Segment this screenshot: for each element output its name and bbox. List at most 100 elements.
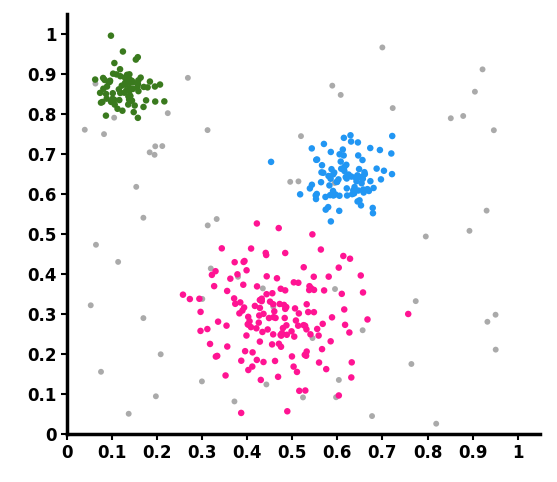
Point (110, 114, 119, 121)
Point (304, 308, 312, 316)
Point (245, 317, 254, 325)
Point (120, 89, 129, 96)
Point (355, 165, 364, 173)
Point (274, 224, 283, 232)
Point (369, 209, 378, 217)
Point (129, 79, 138, 86)
Point (339, 252, 348, 260)
Point (331, 190, 340, 198)
Point (113, 105, 122, 113)
Point (296, 132, 305, 140)
Point (334, 264, 343, 271)
Point (198, 295, 207, 303)
Point (108, 95, 117, 103)
Point (331, 393, 340, 401)
Point (262, 290, 271, 298)
Point (139, 83, 148, 91)
Point (150, 82, 159, 90)
Point (280, 301, 289, 309)
Point (340, 163, 349, 171)
Point (283, 407, 292, 415)
Point (125, 96, 134, 104)
Point (338, 290, 346, 298)
Point (311, 191, 320, 199)
Point (233, 273, 242, 281)
Point (206, 265, 215, 272)
Point (316, 178, 325, 186)
Point (350, 189, 359, 197)
Point (356, 272, 365, 280)
Point (112, 70, 121, 78)
Point (328, 82, 337, 90)
Point (291, 317, 300, 324)
Point (126, 76, 135, 84)
Point (358, 173, 367, 181)
Point (308, 230, 317, 238)
Point (351, 174, 360, 181)
Point (368, 412, 377, 420)
Point (255, 312, 263, 320)
Point (99, 85, 108, 93)
Point (223, 343, 232, 350)
Point (459, 112, 468, 120)
Point (281, 305, 290, 313)
Point (240, 257, 249, 265)
Point (116, 66, 125, 73)
Point (221, 372, 230, 379)
Point (407, 360, 416, 368)
Point (251, 302, 260, 310)
Point (316, 246, 325, 254)
Point (96, 89, 105, 97)
Point (294, 322, 302, 330)
Point (268, 331, 277, 338)
Point (378, 43, 387, 51)
Point (265, 314, 273, 322)
Point (128, 77, 136, 85)
Point (280, 314, 289, 322)
Point (358, 175, 367, 183)
Point (206, 340, 214, 348)
Point (163, 109, 172, 117)
Point (338, 146, 347, 153)
Point (290, 333, 299, 340)
Point (289, 279, 298, 286)
Point (252, 220, 261, 228)
Point (262, 272, 271, 280)
Point (110, 101, 119, 108)
Point (277, 343, 286, 350)
Point (207, 271, 216, 279)
Point (307, 145, 316, 152)
Point (335, 192, 344, 200)
Point (306, 331, 315, 338)
Point (126, 92, 135, 100)
Point (214, 318, 223, 325)
Point (326, 148, 335, 156)
Point (301, 322, 310, 330)
Point (335, 207, 344, 214)
Point (150, 151, 159, 159)
Point (330, 285, 339, 293)
Point (366, 177, 375, 185)
Point (145, 78, 154, 85)
Point (226, 275, 235, 282)
Point (185, 295, 194, 303)
Point (277, 332, 286, 339)
Point (222, 322, 231, 330)
Point (299, 394, 307, 402)
Point (132, 183, 141, 191)
Point (98, 98, 107, 106)
Point (327, 165, 336, 173)
Point (340, 167, 349, 175)
Point (269, 303, 278, 310)
Point (375, 146, 384, 154)
Point (379, 167, 388, 174)
Point (259, 310, 268, 318)
Point (235, 309, 244, 317)
Point (328, 313, 336, 321)
Point (211, 268, 220, 275)
Point (275, 340, 284, 348)
Point (143, 83, 152, 91)
Point (305, 185, 314, 192)
Point (114, 85, 123, 93)
Point (357, 179, 366, 187)
